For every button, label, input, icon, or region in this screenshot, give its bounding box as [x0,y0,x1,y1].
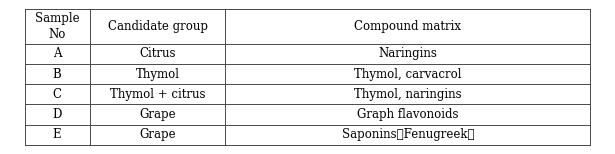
Text: Sample
No: Sample No [35,12,79,41]
Text: Saponins（Fenugreek）: Saponins（Fenugreek） [342,128,474,141]
Text: A: A [53,47,62,60]
Text: Thymol, naringins: Thymol, naringins [354,88,462,101]
Text: Thymol: Thymol [135,68,180,81]
Text: B: B [53,68,62,81]
Text: D: D [52,108,62,121]
Text: Citrus: Citrus [140,47,176,60]
Text: Grape: Grape [139,108,176,121]
Text: Graph flavonoids: Graph flavonoids [357,108,459,121]
Text: Grape: Grape [139,128,176,141]
Text: Compound matrix: Compound matrix [354,20,461,33]
Text: Candidate group: Candidate group [108,20,208,33]
Bar [25,9,590,145]
Text: Naringins: Naringins [378,47,437,60]
Text: C: C [53,88,62,101]
Text: Thymol + citrus: Thymol + citrus [110,88,205,101]
Text: E: E [53,128,62,141]
Text: Thymol, carvacrol: Thymol, carvacrol [354,68,462,81]
